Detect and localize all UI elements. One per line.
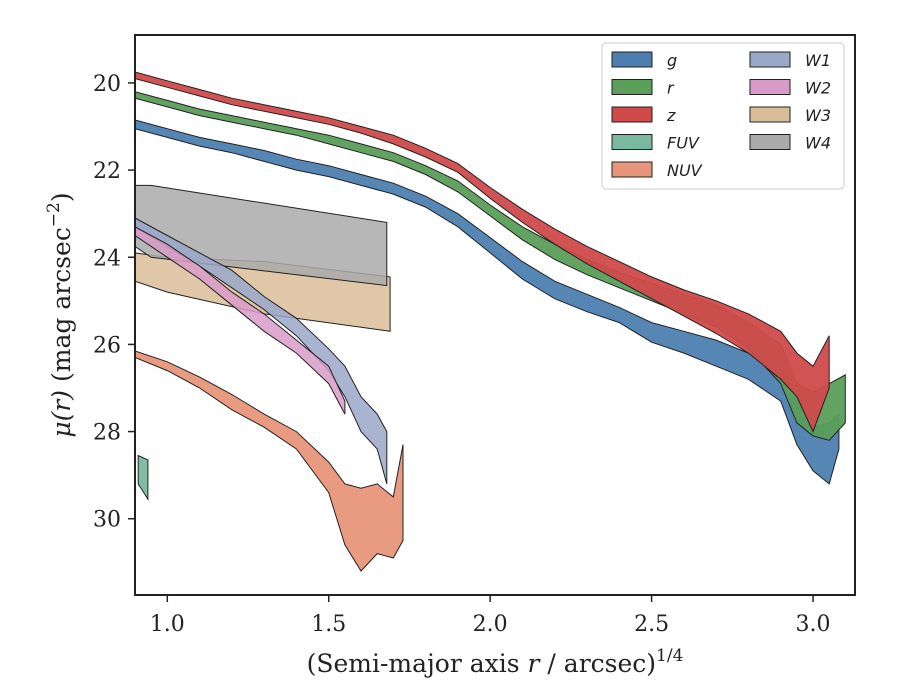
- legend-swatch: [749, 106, 791, 123]
- band-w2: [135, 226, 346, 415]
- legend-item-w1: W1: [749, 51, 831, 70]
- x-tick-label: 3.0: [796, 612, 831, 637]
- band-g: [135, 119, 840, 485]
- band-fuv: [137, 454, 149, 501]
- legend-swatch: [611, 51, 653, 68]
- legend-item-fuv: FUV: [611, 134, 700, 153]
- legend-item-z: z: [611, 106, 676, 125]
- legend-label: r: [667, 79, 675, 98]
- x-axis-title: (Semi-major axis r / arcsec)1/4: [307, 646, 684, 678]
- legend-swatch: [611, 134, 653, 150]
- x-tick-label: 1.0: [150, 612, 185, 637]
- legend-item-r: r: [611, 79, 675, 98]
- legend-label: FUV: [667, 134, 700, 153]
- band-w1: [135, 217, 388, 485]
- legend-label: NUV: [667, 161, 703, 180]
- x-tick-label: 1.5: [311, 612, 346, 637]
- legend: grz FUV NUV W1 W2 W3 W4: [601, 42, 845, 190]
- legend-item-w2: W2: [749, 79, 831, 98]
- legend-item-w4: W4: [749, 134, 831, 153]
- plot-frame: [134, 34, 856, 596]
- legend-label: g: [667, 51, 677, 70]
- y-tick-label: 26: [93, 333, 121, 358]
- band-r: [135, 91, 846, 441]
- y-tick-label: 22: [93, 159, 121, 184]
- legend-swatch: [749, 134, 791, 150]
- legend-item-nuv: NUV: [611, 161, 703, 180]
- x-tick-label: 2.5: [634, 612, 669, 637]
- legend-label: W1: [805, 51, 831, 70]
- y-axis-title: μ(r) (mag arcsec−2): [44, 192, 76, 437]
- axis-ticks: 1.0 1.5 2.0 2.5 3.0 20 22 24 26 28 30: [93, 72, 831, 637]
- x-tick-label: 2.0: [473, 612, 508, 637]
- legend-label: W3: [805, 106, 831, 125]
- legend-label: W2: [805, 79, 831, 98]
- legend-label: z: [666, 106, 676, 125]
- legend-item-g: g: [611, 51, 677, 70]
- legend-swatch: [611, 79, 653, 95]
- y-tick-label: 20: [93, 72, 121, 97]
- legend-item-w3: W3: [749, 106, 831, 125]
- legend-swatch: [749, 79, 791, 95]
- y-tick-label: 28: [93, 421, 121, 446]
- legend-swatch: [611, 161, 653, 178]
- series-bands: [135, 71, 846, 572]
- y-tick-label: 24: [93, 246, 121, 271]
- legend-swatch: [749, 51, 791, 68]
- band-z: [135, 71, 830, 433]
- legend-swatch: [611, 106, 653, 123]
- band-nuv: [135, 350, 404, 572]
- y-tick-label: 30: [93, 508, 121, 533]
- legend-label: W4: [805, 134, 831, 153]
